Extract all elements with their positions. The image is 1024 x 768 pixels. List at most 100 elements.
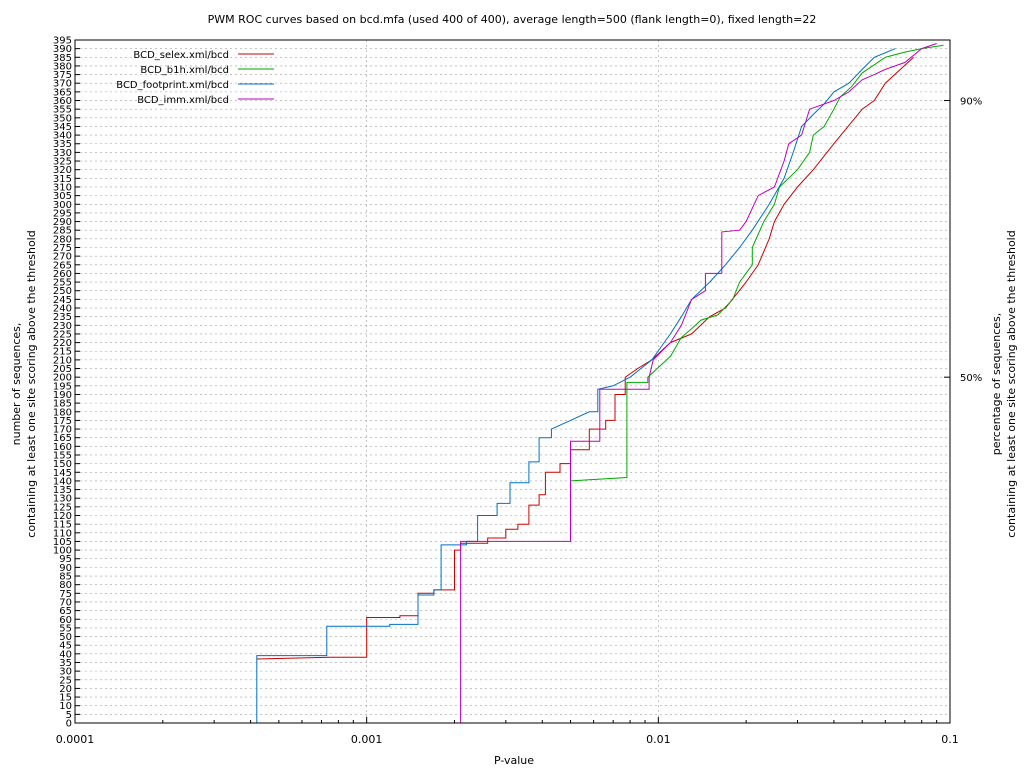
- y-axis-label: number of sequences, containing at least…: [10, 230, 38, 537]
- y-tick-label: 380: [53, 61, 72, 72]
- y-tick-label: 140: [53, 476, 72, 487]
- grid-lines: [74, 39, 951, 724]
- y-tick-label: 190: [53, 390, 72, 401]
- y-tick-label: 65: [59, 606, 72, 617]
- y-tick-label: 80: [59, 580, 72, 591]
- y-tick-label: 265: [53, 260, 72, 271]
- y-axis-label-line2: containing at least one site scoring abo…: [25, 230, 38, 537]
- y-tick-label: 155: [53, 450, 72, 461]
- y-tick-label: 175: [53, 416, 72, 427]
- y-tick-label: 125: [53, 502, 72, 513]
- chart-title: PWM ROC curves based on bcd.mfa (used 40…: [208, 13, 817, 26]
- y-tick-label: 135: [53, 485, 72, 496]
- y-tick-label: 0: [66, 719, 72, 730]
- y-tick-label: 310: [53, 182, 72, 193]
- y-tick-label: 75: [59, 589, 72, 600]
- y2-tick-label: 90%: [960, 97, 982, 108]
- y-tick-label: 335: [53, 139, 72, 150]
- x-axis-label: P-value: [494, 754, 534, 767]
- y-tick-label: 235: [53, 312, 72, 323]
- y-tick-label: 250: [53, 286, 72, 297]
- series-line-3: [256, 48, 896, 723]
- y-tick-label: 220: [53, 338, 72, 349]
- y-tick-label: 360: [53, 96, 72, 107]
- y-tick-label: 385: [53, 53, 72, 64]
- legend-label-3: BCD_footprint.xml/bcd: [116, 80, 229, 91]
- y-tick-label: 70: [59, 597, 72, 608]
- y-tick-label: 260: [53, 269, 72, 280]
- y-tick-label: 210: [53, 355, 72, 366]
- y-tick-label: 15: [59, 693, 72, 704]
- y-tick-label: 85: [59, 572, 72, 583]
- y-tick-label: 20: [59, 684, 72, 695]
- y-tick-label: 60: [59, 615, 72, 626]
- y2-axis-ticks: 50% 90%: [944, 97, 982, 384]
- y-tick-label: 10: [59, 701, 72, 712]
- legend: BCD_selex.xml/bcd BCD_b1h.xml/bcd BCD_foot…: [116, 50, 274, 106]
- series-line-2: [570, 44, 944, 482]
- y-tick-label: 55: [59, 623, 72, 634]
- series-line-4: [460, 43, 937, 723]
- y-tick-label: 90: [59, 563, 72, 574]
- y-tick-label: 200: [53, 373, 72, 384]
- y-tick-label: 35: [59, 658, 72, 669]
- y-tick-label: 5: [66, 710, 72, 721]
- y-tick-label: 50: [59, 632, 72, 643]
- y-axis-label-line1: number of sequences,: [10, 323, 23, 446]
- x-tick-label: 0.01: [646, 733, 671, 746]
- x-tick-label: 0.1: [941, 733, 959, 746]
- y-tick-label: 110: [53, 528, 72, 539]
- y-tick-label: 340: [53, 131, 72, 142]
- y-tick-label: 40: [59, 649, 72, 660]
- y-tick-label: 295: [53, 208, 72, 219]
- legend-label-1: BCD_selex.xml/bcd: [133, 50, 229, 61]
- y-tick-label: 290: [53, 217, 72, 228]
- y-tick-label: 280: [53, 234, 72, 245]
- y-tick-label: 305: [53, 191, 72, 202]
- y-tick-label: 150: [53, 459, 72, 470]
- y-tick-label: 320: [53, 165, 72, 176]
- y2-axis-label-line1: percentage of sequences,: [990, 313, 1003, 455]
- y-tick-label: 45: [59, 641, 72, 652]
- y-tick-label: 325: [53, 157, 72, 168]
- y-tick-label: 115: [53, 520, 72, 531]
- y-tick-label: 165: [53, 433, 72, 444]
- y-tick-label: 345: [53, 122, 72, 133]
- y-tick-label: 300: [53, 200, 72, 211]
- y-tick-label: 195: [53, 381, 72, 392]
- series-group: [256, 43, 944, 723]
- y-tick-label: 185: [53, 399, 72, 410]
- y-tick-label: 255: [53, 278, 72, 289]
- y-tick-label: 395: [53, 36, 72, 47]
- y-tick-label: 25: [59, 675, 72, 686]
- y-tick-label: 355: [53, 105, 72, 116]
- y-tick-label: 270: [53, 252, 72, 263]
- y2-axis-label: percentage of sequences, containing at l…: [990, 230, 1018, 537]
- y-tick-label: 215: [53, 347, 72, 358]
- y-tick-label: 330: [53, 148, 72, 159]
- y-tick-label: 350: [53, 113, 72, 124]
- y-tick-label: 130: [53, 494, 72, 505]
- y2-axis-label-line2: containing at least one site scoring abo…: [1005, 230, 1018, 537]
- x-tick-label: 0.001: [351, 733, 383, 746]
- y-tick-label: 245: [53, 295, 72, 306]
- legend-label-4: BCD_imm.xml/bcd: [137, 95, 229, 106]
- y-tick-label: 370: [53, 79, 72, 90]
- y-tick-label: 95: [59, 554, 72, 565]
- y-tick-label: 105: [53, 537, 72, 548]
- y-tick-label: 30: [59, 667, 72, 678]
- y-tick-label: 205: [53, 364, 72, 375]
- plot-frame: [74, 39, 951, 724]
- y-tick-label: 180: [53, 407, 72, 418]
- y2-tick-label: 50%: [960, 373, 982, 384]
- y-tick-label: 240: [53, 304, 72, 315]
- y-tick-label: 275: [53, 243, 72, 254]
- y-tick-label: 315: [53, 174, 72, 185]
- y-tick-label: 285: [53, 226, 72, 237]
- y-tick-label: 365: [53, 87, 72, 98]
- y-tick-label: 120: [53, 511, 72, 522]
- y-tick-label: 170: [53, 425, 72, 436]
- x-tick-label: 0.0001: [56, 733, 95, 746]
